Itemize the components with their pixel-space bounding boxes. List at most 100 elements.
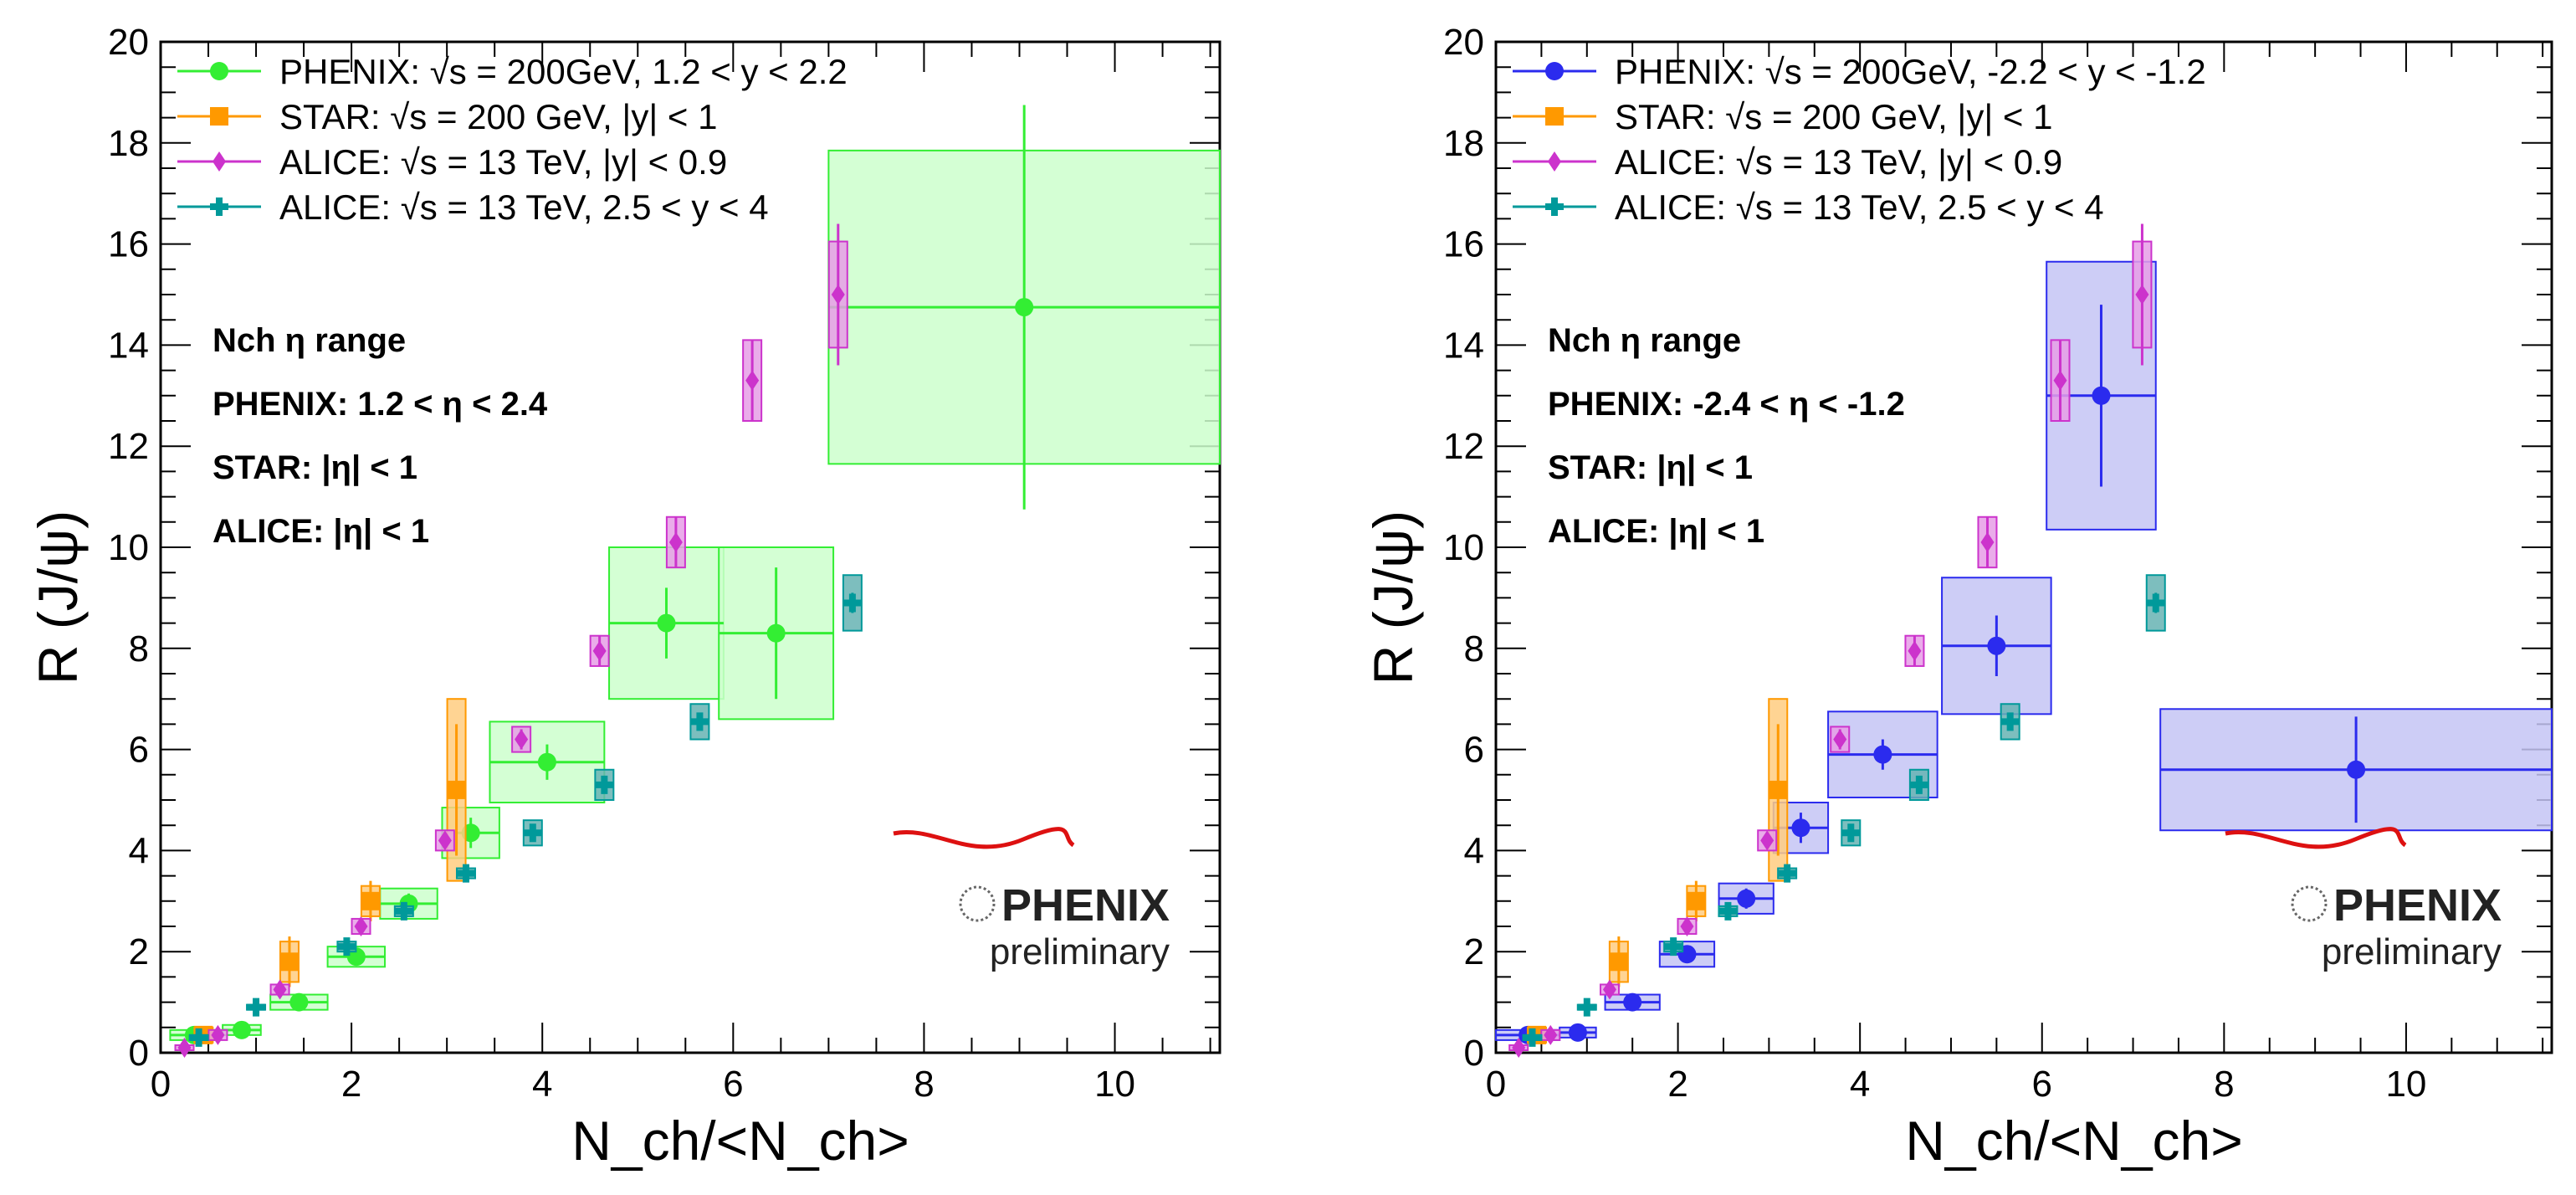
series-3-point (842, 593, 862, 613)
series-2-point (668, 531, 683, 552)
y-tick-label: 0 (129, 1033, 149, 1074)
series-3-point (595, 775, 614, 794)
series-0-point (1737, 889, 1756, 908)
y-tick-label: 20 (108, 22, 149, 63)
series-1 (1526, 698, 1789, 1044)
series-2-point (1980, 531, 1995, 552)
legend-entry: ALICE: √s = 13 TeV, 2.5 < y < 4 (279, 187, 769, 227)
annotation-text: Nch η range (213, 322, 406, 359)
series-2-point (1544, 1024, 1558, 1045)
legend-entry: STAR: √s = 200 GeV, |y| < 1 (1615, 97, 2052, 136)
y-tick-label: 16 (1443, 224, 1484, 265)
phenix-logo-star-icon (959, 885, 996, 922)
series-2-point (354, 916, 368, 936)
series-0-point (766, 623, 786, 643)
series-2-point (515, 729, 529, 750)
legend-3-point (210, 197, 228, 216)
phenix-logo-text: PHENIX (2333, 880, 2502, 931)
y-tick-label: 10 (1443, 527, 1484, 568)
y-tick-label: 4 (129, 830, 149, 871)
legend-entry: ALICE: √s = 13 TeV, |y| < 0.9 (279, 142, 727, 182)
series-0-point (232, 1020, 251, 1039)
series-1-point (1769, 780, 1788, 799)
x-axis-label: N_ch/<N_ch> (1905, 1110, 2243, 1172)
series-0-point (1015, 298, 1034, 317)
y-tick-label: 14 (1443, 325, 1484, 366)
x-tick-label: 0 (1486, 1064, 1506, 1105)
series-2 (174, 223, 848, 1058)
series-3-point (523, 823, 542, 843)
y-tick-label: 4 (1464, 830, 1484, 871)
legend-entry: ALICE: √s = 13 TeV, |y| < 0.9 (1615, 142, 2062, 182)
series-3-point (394, 901, 413, 921)
x-tick-label: 0 (151, 1064, 171, 1105)
series-2-point (1760, 830, 1775, 851)
phenix-logo-text: PHENIX (1001, 880, 1170, 931)
x-tick-label: 4 (532, 1064, 552, 1105)
legend-entry: PHENIX: √s = 200GeV, 1.2 < y < 2.2 (279, 52, 848, 91)
x-tick-label: 10 (1094, 1064, 1135, 1105)
series-2-point (1602, 979, 1616, 1000)
annotation-text: PHENIX: -2.4 < η < -1.2 (1548, 386, 1905, 423)
series-3 (188, 574, 863, 1047)
series-3-point (1718, 901, 1738, 921)
preliminary-label: preliminary (2322, 931, 2502, 972)
x-tick-label: 2 (1667, 1064, 1687, 1105)
y-tick-label: 2 (129, 931, 149, 972)
series-1-point (447, 780, 466, 799)
y-tick-label: 8 (129, 628, 149, 669)
series-3-point (1577, 998, 1596, 1017)
legend-entry: PHENIX: √s = 200GeV, -2.2 < y < -1.2 (1615, 52, 2206, 91)
annotation-text: STAR: |η| < 1 (213, 449, 417, 486)
y-tick-label: 0 (1464, 1033, 1484, 1074)
annotation-text: STAR: |η| < 1 (1548, 449, 1753, 486)
y-tick-label: 10 (108, 527, 149, 568)
series-2-point (2053, 370, 2067, 391)
series-0-point (1568, 1023, 1587, 1042)
series-3-point (1664, 937, 1683, 957)
series-3-point (2146, 593, 2165, 613)
series-2-point (745, 370, 760, 391)
y-tick-label: 2 (1464, 931, 1484, 972)
series-3 (1522, 574, 2166, 1047)
series-2-point (1680, 916, 1694, 936)
series-1-point (1687, 891, 1706, 910)
y-tick-label: 18 (1443, 123, 1484, 164)
legend-2-point (213, 151, 226, 172)
y-tick-label: 12 (108, 426, 149, 467)
series-0-point (2092, 386, 2111, 405)
series-2-point (211, 1024, 225, 1045)
series-2-point (1908, 640, 1922, 661)
series-1-point (361, 891, 380, 910)
series-1 (193, 698, 467, 1044)
phenix-logo-swoosh (2225, 827, 2407, 849)
legend-entry: STAR: √s = 200 GeV, |y| < 1 (279, 97, 717, 136)
legend-0-point (1545, 62, 1564, 80)
series-2-point (273, 979, 287, 1000)
phenix-logo-swoosh (893, 827, 1075, 849)
series-2-point (831, 285, 845, 305)
legend-2-point (1548, 151, 1561, 172)
annotation-text: ALICE: |η| < 1 (213, 513, 429, 550)
series-0-point (1987, 636, 2006, 655)
annotation-text: PHENIX: 1.2 < η < 2.4 (213, 386, 548, 423)
series-1-point (1609, 952, 1628, 972)
y-tick-label: 14 (108, 325, 149, 366)
series-3-point (1778, 864, 1797, 883)
legend-entry: ALICE: √s = 13 TeV, 2.5 < y < 4 (1615, 187, 2104, 227)
right-panel: 0 2 4 6 8 10 12 14 16 18 20 0 2 4 6 8 10 N_ch/<N_ch> R (J/… (1362, 22, 2553, 1172)
x-tick-label: 8 (914, 1064, 934, 1105)
left-panel: 0 2 4 6 8 10 12 14 16 18 20 0 2 4 6 8 10 N_ch/<N_ch> R (J/… (27, 22, 1221, 1172)
series-0-point (1873, 745, 1892, 764)
series-3-point (247, 998, 266, 1017)
series-2-point (438, 830, 452, 851)
series-0-point (1791, 818, 1810, 838)
series-2-point (1512, 1037, 1526, 1058)
series-3-point (456, 864, 475, 883)
legend-1-point (1545, 107, 1564, 126)
legend-0-point (210, 62, 228, 80)
x-tick-label: 10 (2385, 1064, 2426, 1105)
y-axis-label: R (J/ψ) (27, 510, 89, 685)
series-3-point (1909, 775, 1928, 794)
